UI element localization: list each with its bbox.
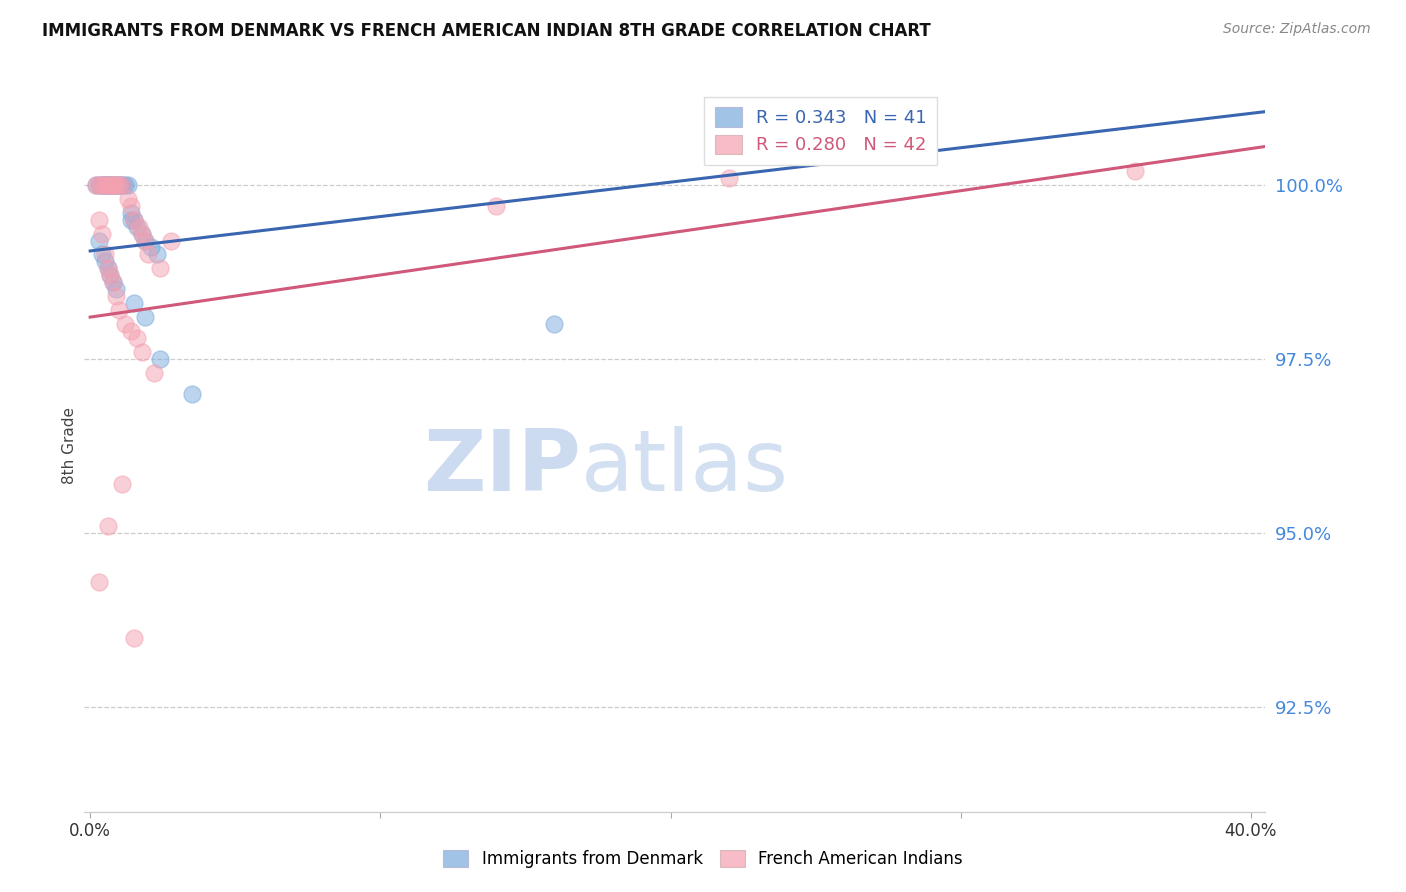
Point [125,219,148,234]
Point [122,212,145,227]
Point [108,178,131,192]
Point [93,178,115,192]
Point [122,296,145,310]
Point [103,178,125,192]
Point [105,178,128,192]
Point [134,310,156,325]
Point [117,178,139,192]
Point [93,254,115,268]
Point [117,192,139,206]
Point [93,247,115,261]
Point [87,178,110,192]
Point [90,247,112,261]
Point [93,178,115,192]
Point [108,178,131,192]
Point [87,234,110,248]
Point [1123,164,1146,178]
Y-axis label: 8th Grade: 8th Grade [62,408,77,484]
Point [100,268,122,283]
Point [120,324,142,338]
Legend: R = 0.343   N = 41, R = 0.280   N = 42: R = 0.343 N = 41, R = 0.280 N = 42 [703,96,938,165]
Point [100,268,122,283]
Point [97,261,120,276]
Text: ZIP: ZIP [423,426,581,509]
Point [180,386,202,401]
Point [103,178,125,192]
Point [120,199,142,213]
Point [111,178,134,192]
Point [100,178,122,192]
Point [90,178,112,192]
Point [90,178,112,192]
Point [111,178,134,192]
Point [131,227,153,241]
Point [114,317,136,331]
Point [149,351,172,366]
Point [90,227,112,241]
Point [136,247,159,261]
Point [103,275,125,289]
Text: Source: ZipAtlas.com: Source: ZipAtlas.com [1223,22,1371,37]
Point [105,289,128,303]
Point [717,170,740,185]
Point [97,178,120,192]
Point [122,212,145,227]
Point [93,178,115,192]
Point [134,234,156,248]
Point [87,178,110,192]
Point [146,247,169,261]
Point [111,477,134,491]
Point [93,178,115,192]
Legend: Immigrants from Denmark, French American Indians: Immigrants from Denmark, French American… [437,843,969,875]
Point [125,331,148,345]
Point [105,178,128,192]
Point [87,574,110,589]
Point [97,261,120,276]
Text: IMMIGRANTS FROM DENMARK VS FRENCH AMERICAN INDIAN 8TH GRADE CORRELATION CHART: IMMIGRANTS FROM DENMARK VS FRENCH AMERIC… [42,22,931,40]
Point [97,519,120,533]
Point [90,178,112,192]
Point [128,219,150,234]
Point [131,227,153,241]
Point [84,178,107,192]
Point [120,212,142,227]
Point [103,178,125,192]
Point [160,234,183,248]
Point [105,282,128,296]
Point [84,178,107,192]
Point [105,178,128,192]
Point [105,178,128,192]
Point [543,317,565,331]
Point [139,240,162,254]
Text: atlas: atlas [581,426,789,509]
Point [111,178,134,192]
Point [103,178,125,192]
Point [93,178,115,192]
Point [87,212,110,227]
Point [120,205,142,219]
Point [485,199,508,213]
Point [134,234,156,248]
Point [108,178,131,192]
Point [97,178,120,192]
Point [149,261,172,276]
Point [122,631,145,645]
Point [103,275,125,289]
Point [143,366,166,380]
Point [108,303,131,318]
Point [100,178,122,192]
Point [100,178,122,192]
Point [114,178,136,192]
Point [97,178,120,192]
Point [131,345,153,359]
